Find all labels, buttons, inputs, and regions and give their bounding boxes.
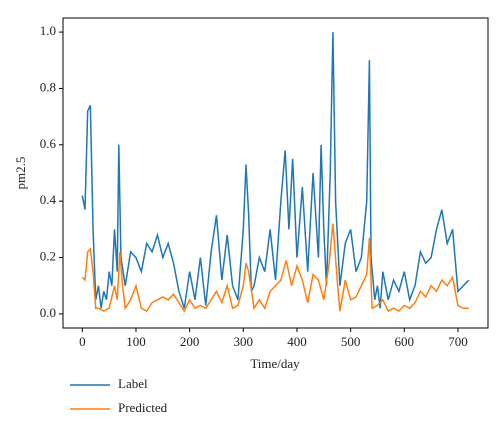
x-tick-label: 700 — [448, 334, 468, 349]
y-tick-label: 0.2 — [40, 249, 56, 264]
series-line — [81, 32, 470, 309]
x-tick-label: 400 — [287, 334, 307, 349]
plot-frame — [62, 17, 489, 329]
legend-label: Label — [118, 376, 148, 391]
x-axis-label: Time/day — [250, 356, 300, 371]
y-axis-label: pm2.5 — [13, 157, 28, 190]
y-tick-label: 0.6 — [40, 136, 57, 151]
x-tick-label: 500 — [341, 334, 361, 349]
y-tick-label: 0.8 — [40, 79, 56, 94]
y-tick-label: 0.4 — [40, 192, 57, 207]
x-tick-label: 0 — [79, 334, 86, 349]
x-tick-label: 100 — [126, 334, 146, 349]
y-tick-label: 1.0 — [40, 23, 56, 38]
x-tick-label: 300 — [234, 334, 254, 349]
y-tick-label: 0.0 — [40, 305, 56, 320]
x-tick-label: 200 — [180, 334, 200, 349]
legend-label: Predicted — [118, 400, 168, 415]
series-line — [81, 223, 469, 313]
x-tick-label: 600 — [395, 334, 415, 349]
